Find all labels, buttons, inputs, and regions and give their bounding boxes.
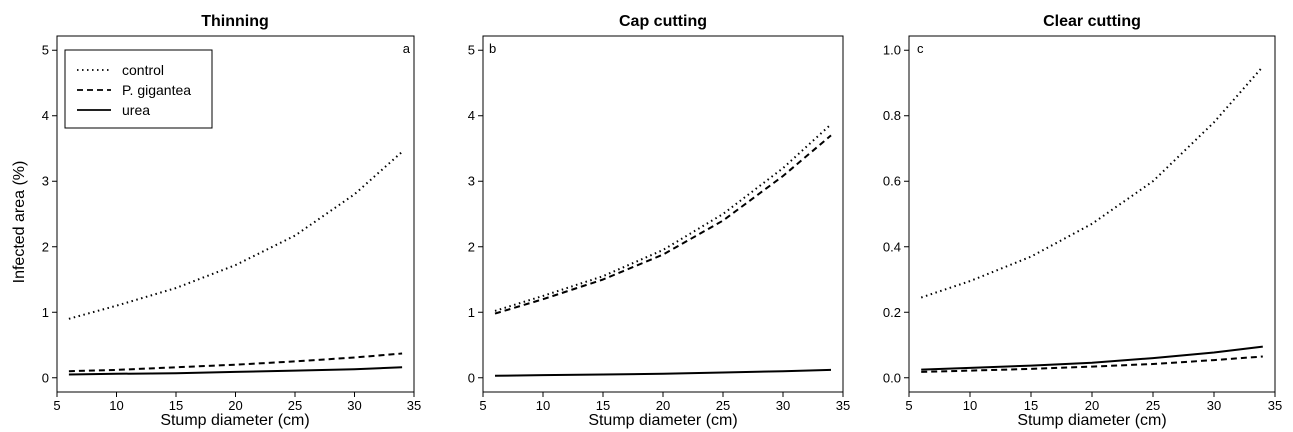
x-tick-label: 25 (288, 398, 302, 413)
x-tick-label: 5 (479, 398, 486, 413)
x-axis-title: Stump diameter (cm) (588, 412, 737, 429)
x-tick-label: 15 (1024, 398, 1038, 413)
y-axis-title: Infected area (%) (11, 161, 28, 284)
x-tick-label: 20 (228, 398, 242, 413)
y-tick-label: 1 (468, 305, 475, 320)
series-line-urea (68, 366, 403, 376)
panel-letter: c (917, 41, 924, 56)
x-tick-label: 10 (536, 398, 550, 413)
x-tick-label: 35 (836, 398, 850, 413)
series-line-urea (494, 368, 832, 377)
legend-label-p-gigantea: P. gigantea (122, 82, 191, 98)
y-tick-label: 0.2 (883, 305, 901, 320)
y-tick-label: 0.6 (883, 174, 901, 189)
plot-frame (908, 35, 1276, 393)
panel-clear-cutting: Clear cutting Stump diameter (cm) c 5 10 1… (883, 13, 1282, 429)
x-tick-label: 20 (656, 398, 670, 413)
panel-cap-cutting: Cap cutting Stump diameter (cm) b 5 10 15 2… (468, 13, 850, 429)
series-line-p-gigantea (68, 352, 403, 373)
y-tick-label: 5 (468, 43, 475, 58)
series-line-control (494, 123, 832, 312)
x-tick-label: 25 (1146, 398, 1160, 413)
y-tick-label: 5 (42, 43, 49, 58)
panel-title: Cap cutting (619, 13, 707, 30)
y-tick-label: 3 (42, 174, 49, 189)
series-line-control (68, 151, 403, 320)
series-line-p-gigantea (921, 355, 1263, 373)
x-tick-label: 15 (596, 398, 610, 413)
panel-title: Clear cutting (1043, 13, 1141, 30)
y-tick-label: 2 (42, 239, 49, 254)
legend-label-urea: urea (122, 102, 150, 118)
panel-thinning: Thinning Stump diameter (cm) a 5 10 15 20 25… (42, 13, 421, 429)
x-tick-label: 15 (169, 398, 183, 413)
legend: control P. gigantea urea (64, 49, 213, 129)
panel-letter: b (489, 41, 496, 56)
y-tick-label: 2 (468, 239, 475, 254)
legend-label-control: control (122, 62, 164, 78)
x-tick-label: 5 (53, 398, 60, 413)
x-axis-title: Stump diameter (cm) (1017, 412, 1166, 429)
series-line-control (920, 65, 1264, 299)
x-tick-label: 30 (1207, 398, 1221, 413)
panel-title: Thinning (201, 13, 269, 30)
x-tick-label: 35 (1268, 398, 1282, 413)
x-tick-label: 30 (776, 398, 790, 413)
panel-letter: a (403, 41, 411, 56)
x-tick-label: 10 (109, 398, 123, 413)
x-tick-label: 35 (407, 398, 421, 413)
x-tick-label: 20 (1085, 398, 1099, 413)
x-tick-label: 10 (963, 398, 977, 413)
y-tick-label: 0.4 (883, 239, 901, 254)
plot-frame (482, 35, 844, 393)
x-axis-title: Stump diameter (cm) (160, 412, 309, 429)
y-tick-label: 0.0 (883, 370, 901, 385)
x-tick-label: 25 (716, 398, 730, 413)
x-tick-label: 30 (347, 398, 361, 413)
y-tick-label: 0 (42, 370, 49, 385)
y-tick-label: 1 (42, 305, 49, 320)
y-tick-label: 4 (468, 108, 475, 123)
y-tick-label: 4 (42, 108, 49, 123)
y-tick-label: 1.0 (883, 43, 901, 58)
series-line-urea (921, 345, 1263, 371)
y-tick-label: 0.8 (883, 108, 901, 123)
x-tick-label: 5 (905, 398, 912, 413)
y-tick-label: 3 (468, 174, 475, 189)
series-line-p-gigantea (494, 134, 832, 315)
y-tick-label: 0 (468, 370, 475, 385)
legend-box (64, 49, 213, 129)
